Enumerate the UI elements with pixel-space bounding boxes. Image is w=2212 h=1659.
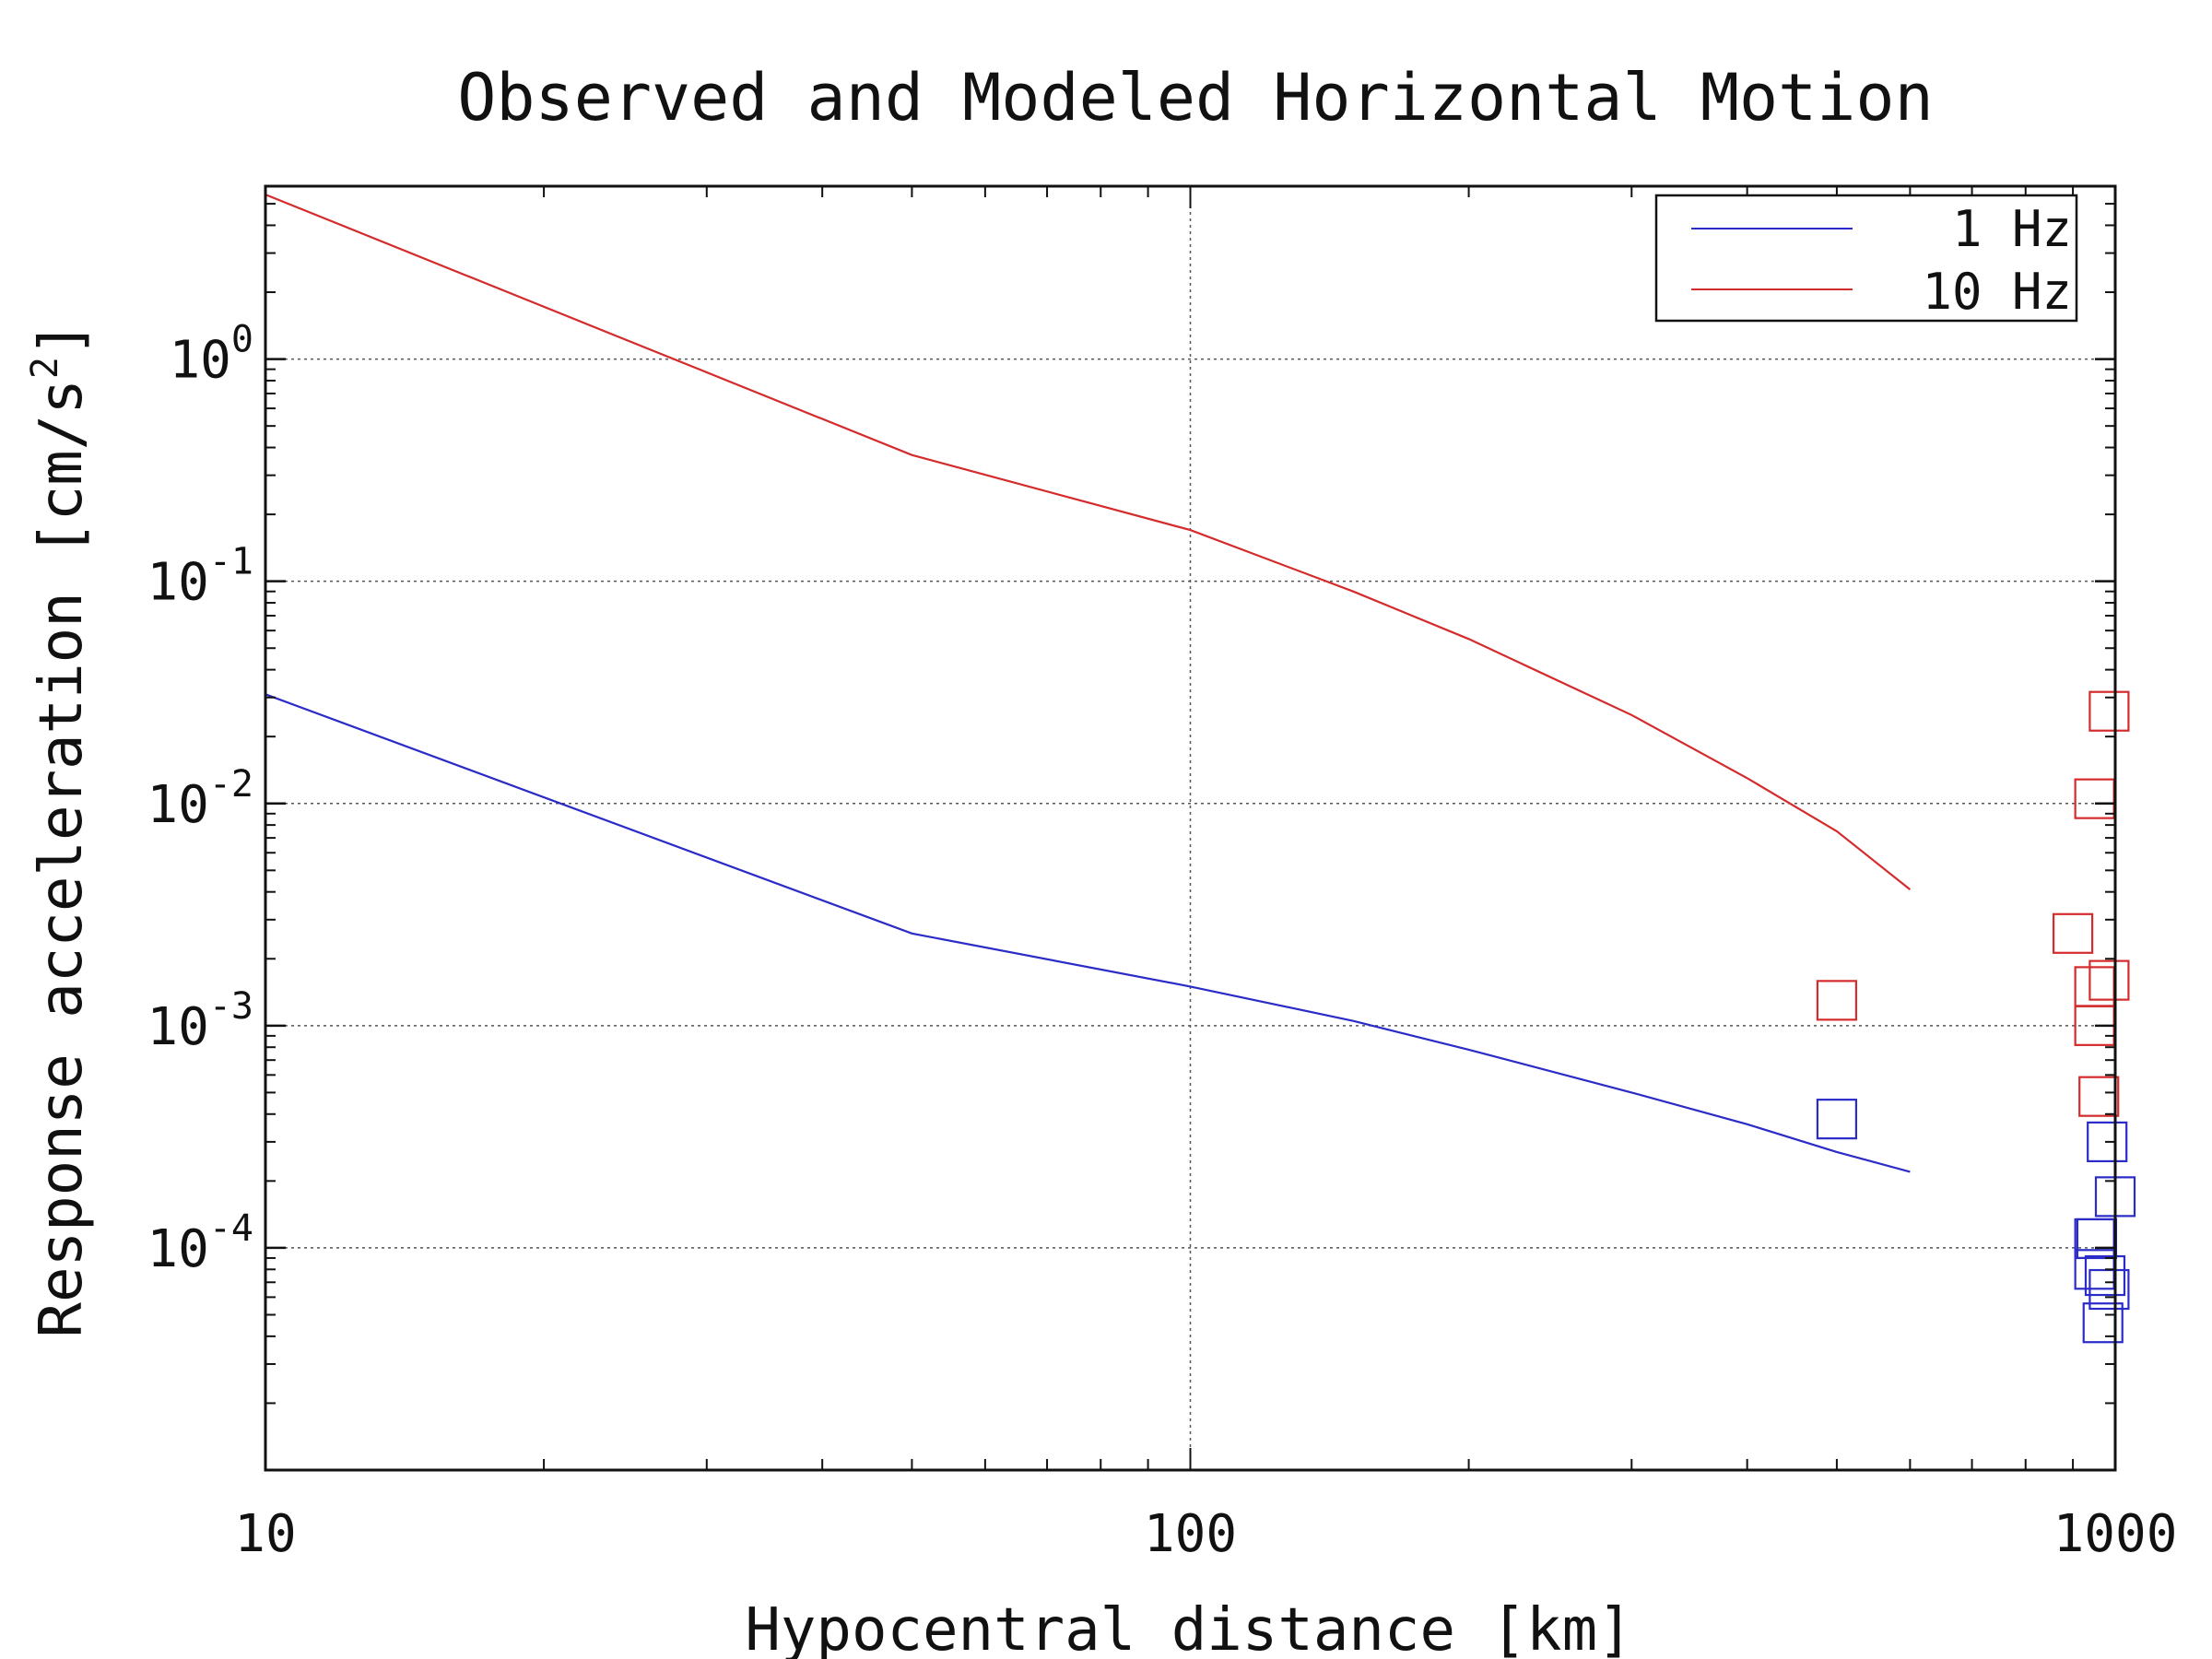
legend-box bbox=[1654, 194, 2078, 323]
observation-marker-10hz bbox=[2088, 690, 2130, 732]
series-line-1hz bbox=[265, 693, 1911, 1173]
observation-marker-1hz bbox=[2082, 1302, 2124, 1344]
y-tick-base: 10 bbox=[147, 997, 208, 1057]
y-tick-base: 10 bbox=[169, 331, 230, 391]
y-tick-label: 10-4 bbox=[147, 1207, 253, 1279]
y-tick-base: 10 bbox=[147, 553, 208, 613]
y-tick-exponent: -2 bbox=[209, 763, 253, 806]
x-axis-label: Hypocentral distance [km] bbox=[745, 1596, 1632, 1659]
y-axis-label-end: ] bbox=[28, 322, 96, 358]
observation-marker-1hz bbox=[2076, 1218, 2118, 1260]
observation-marker-10hz bbox=[2052, 912, 2094, 954]
observation-marker-10hz bbox=[1816, 980, 1858, 1021]
legend: 1 Hz 10 Hz bbox=[1654, 194, 2078, 323]
series-lines bbox=[265, 194, 1912, 1173]
observation-marker-10hz bbox=[2088, 959, 2130, 1001]
x-tick-label: 10 bbox=[234, 1504, 296, 1564]
observation-marker-10hz bbox=[2074, 778, 2115, 819]
y-tick-label: 10-2 bbox=[147, 763, 253, 835]
y-tick-label: 100 bbox=[169, 319, 253, 391]
chart-title: Observed and Modeled Horizontal Motion bbox=[457, 60, 1933, 135]
y-axis-label: Response acceleration [cm/s2] bbox=[24, 322, 96, 1338]
y-tick-exponent: -4 bbox=[209, 1207, 253, 1250]
series-line-10hz bbox=[265, 194, 1912, 890]
x-tick-label: 1000 bbox=[2053, 1504, 2178, 1564]
observation-marker-1hz bbox=[1816, 1099, 1858, 1140]
observation-marker-1hz bbox=[2074, 1218, 2115, 1260]
legend-label-1hz: 1 Hz bbox=[1952, 200, 2072, 258]
y-axis-label-text: Response acceleration [cm/s bbox=[28, 379, 96, 1337]
y-tick-base: 10 bbox=[147, 1219, 208, 1279]
grid-lines bbox=[265, 186, 2115, 1470]
observation-marker-1hz bbox=[2084, 1254, 2126, 1297]
y-tick-exponent: -1 bbox=[209, 541, 253, 583]
y-tick-label: 10-1 bbox=[147, 541, 253, 613]
observation-marker-10hz bbox=[2078, 1076, 2120, 1117]
legend-label-10hz: 10 Hz bbox=[1922, 263, 2072, 321]
y-axis-label-exponent: 2 bbox=[24, 357, 66, 379]
observation-marker-1hz bbox=[2087, 1121, 2128, 1162]
y-tick-label: 10-3 bbox=[147, 985, 253, 1057]
x-tick-labels: 10 100 1000 bbox=[234, 1504, 2177, 1564]
y-tick-exponent: -3 bbox=[209, 985, 253, 1028]
y-tick-exponent: 0 bbox=[231, 319, 253, 361]
observation-markers bbox=[1816, 690, 2136, 1344]
minor-ticks bbox=[265, 185, 2115, 1470]
y-tick-base: 10 bbox=[147, 775, 208, 835]
x-tick-label: 100 bbox=[1144, 1504, 1237, 1564]
